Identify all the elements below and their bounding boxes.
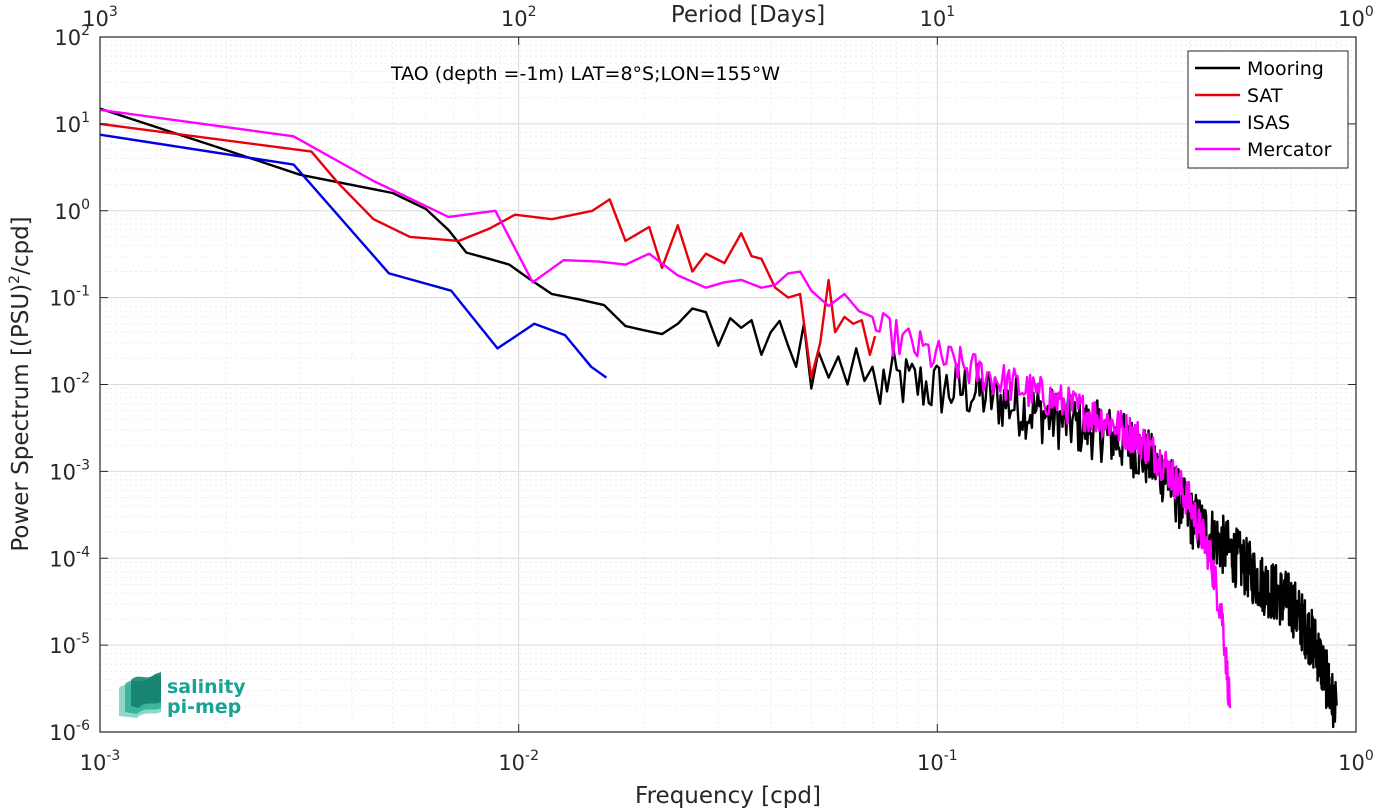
x-tick-label-base: 10 — [1338, 751, 1365, 775]
logo-line1: salinity — [167, 676, 246, 698]
legend: Mooring SAT ISAS Mercator — [1187, 50, 1349, 169]
x-tick-label: 10-1 — [917, 748, 958, 775]
y-tick-label: 10-6 — [49, 718, 90, 745]
y-tick-label-base: 10 — [54, 26, 81, 50]
series-line-mercator — [99, 108, 1232, 709]
top-tick-label: 100 — [1338, 4, 1374, 31]
top-tick-label-exp: 0 — [1365, 4, 1374, 20]
y-tick-label: 10-1 — [49, 284, 90, 311]
y-axis-title-suffix: /cpd] — [8, 216, 34, 275]
y-tick-label: 10-4 — [49, 544, 90, 571]
y-tick-label: 102 — [54, 23, 90, 50]
logo-line2: pi-mep — [167, 696, 241, 718]
y-tick-label: 101 — [54, 110, 90, 137]
top-tick-label-exp: 1 — [946, 4, 955, 20]
x-tick-label-base: 10 — [917, 751, 944, 775]
y-tick-label: 10-2 — [49, 371, 90, 398]
y-tick-label: 100 — [54, 197, 90, 224]
y-tick-label-exp: 0 — [81, 197, 90, 213]
y-tick-label-exp: -5 — [76, 631, 90, 647]
y-tick-label-exp: -3 — [76, 457, 90, 473]
chart-annotation: TAO (depth =-1m) LAT=8°S;LON=155°W — [390, 63, 780, 85]
y-tick-label-base: 10 — [49, 721, 76, 745]
grid — [100, 37, 1356, 732]
x-tick-label-exp: -1 — [944, 748, 958, 764]
x-tick-labels: 10-3 10-2 10-1 100 — [80, 748, 1374, 775]
x-tick-label-base: 10 — [498, 751, 525, 775]
top-tick-labels: 103 102 101 100 — [82, 4, 1374, 31]
legend-label-isas: ISAS — [1247, 112, 1290, 134]
x-tick-label: 100 — [1338, 748, 1374, 775]
legend-label-mooring: Mooring — [1247, 58, 1324, 80]
series-layer — [99, 107, 1338, 729]
top-tick-label-base: 10 — [920, 7, 947, 31]
y-tick-label-exp: -4 — [76, 544, 90, 560]
top-tick-label: 101 — [920, 4, 956, 31]
top-axis-title: Period [Days] — [671, 2, 825, 28]
top-tick-label-exp: 2 — [528, 4, 537, 20]
y-tick-label-base: 10 — [49, 634, 76, 658]
legend-label-mercator: Mercator — [1247, 139, 1332, 161]
top-tick-label-exp: 3 — [109, 4, 118, 20]
top-tick-label-base: 10 — [501, 7, 528, 31]
y-tick-label-exp: 2 — [81, 23, 90, 39]
axis-ticks — [99, 36, 1357, 733]
x-tick-label-exp: -2 — [525, 748, 539, 764]
x-tick-label: 10-3 — [80, 748, 121, 775]
y-tick-label: 10-3 — [49, 457, 90, 484]
y-tick-label-exp: -2 — [76, 371, 90, 387]
y-tick-label-base: 10 — [49, 547, 76, 571]
y-tick-label-base: 10 — [49, 460, 76, 484]
y-tick-label-base: 10 — [49, 374, 76, 398]
y-tick-label-base: 10 — [49, 287, 76, 311]
top-tick-label: 103 — [82, 4, 118, 31]
y-axis-title: Power Spectrum [(PSU)2/cpd] — [7, 216, 34, 551]
top-tick-label: 102 — [501, 4, 537, 31]
x-tick-label-base: 10 — [80, 751, 107, 775]
x-tick-label-exp: -3 — [106, 748, 120, 764]
salinity-pi-mep-logo: salinity pi-mep — [119, 672, 246, 718]
top-tick-label-base: 10 — [1338, 7, 1365, 31]
y-tick-label: 10-5 — [49, 631, 90, 658]
series-line-sat — [99, 122, 877, 379]
y-tick-label-base: 10 — [54, 200, 81, 224]
logo-wave-icon-3 — [131, 672, 161, 708]
y-axis-title-exponent: 2 — [7, 275, 23, 284]
legend-label-sat: SAT — [1247, 85, 1283, 107]
legend-entries: Mooring SAT ISAS Mercator — [1195, 58, 1332, 161]
y-tick-label-exp: -1 — [76, 284, 90, 300]
top-tick-label-base: 10 — [82, 7, 109, 31]
series-line-mooring — [99, 107, 1338, 729]
y-tick-label-exp: 1 — [81, 110, 90, 126]
series-line-isas — [99, 133, 608, 379]
x-tick-label-exp: 0 — [1365, 748, 1374, 764]
x-tick-label: 10-2 — [498, 748, 539, 775]
y-axis-title-main: Power Spectrum [(PSU) — [8, 284, 34, 552]
y-tick-label-base: 10 — [54, 113, 81, 137]
x-axis-title: Frequency [cpd] — [635, 783, 821, 809]
y-tick-label-exp: -6 — [76, 718, 90, 734]
